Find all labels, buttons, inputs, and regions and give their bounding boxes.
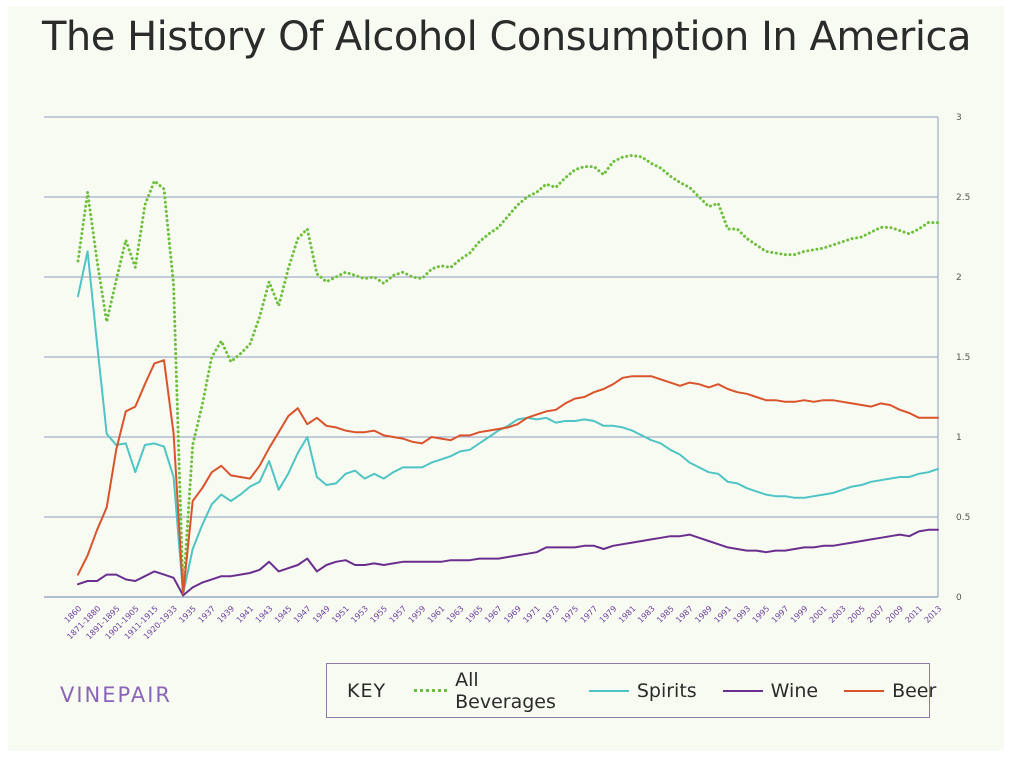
x-tick-label: 1987 — [674, 604, 695, 625]
legend-swatch-spirits — [588, 689, 629, 692]
legend-label-wine: Wine — [770, 679, 819, 702]
series-lines — [76, 153, 940, 597]
x-tick-label: 1947 — [292, 604, 313, 625]
x-tick-label: 1945 — [273, 604, 294, 625]
x-tick-label: 1963 — [445, 604, 466, 625]
x-tick-label: 1975 — [560, 604, 581, 625]
series-line-beer — [77, 359, 939, 595]
legend-item-all-beverages: All Beverages — [414, 669, 563, 713]
legend-item-beer: Beer — [844, 680, 936, 702]
x-tick-label: 1983 — [636, 604, 657, 625]
x-tick-label: 1969 — [502, 604, 523, 625]
x-tick-label: 1989 — [693, 604, 714, 625]
x-tick-label: 1995 — [751, 604, 772, 625]
x-tick-label: 1949 — [311, 604, 332, 625]
x-tick-label: 1981 — [617, 604, 638, 625]
x-axis-ticks: 18601871-18801891-18951901-19051911-1915… — [63, 604, 944, 641]
grid-lines — [44, 116, 939, 598]
vinepair-logo: VINEPAIR — [60, 683, 173, 707]
legend-label-all-beverages: All Beverages — [455, 668, 556, 713]
x-tick-label: 1951 — [330, 604, 351, 625]
y-tick-label: 1.5 — [956, 353, 970, 363]
legend: KEY All Beverages Spirits Wine Beer — [326, 663, 936, 718]
x-tick-label: 2001 — [808, 604, 829, 625]
x-tick-label: 2005 — [846, 604, 867, 625]
chart-title: The History Of Alcohol Consumption In Am… — [41, 14, 972, 60]
legend-key-label: KEY — [347, 679, 387, 702]
series-line-spirits — [77, 250, 939, 595]
y-tick-label: 2 — [956, 273, 962, 283]
x-tick-label: 1959 — [407, 604, 428, 625]
x-tick-label: 1965 — [464, 604, 485, 625]
x-tick-label: 1953 — [349, 604, 370, 625]
x-tick-label: 1957 — [388, 604, 409, 625]
legend-item-spirits: Spirits — [588, 679, 697, 702]
x-tick-label: 1941 — [235, 604, 256, 625]
series-line-wine — [77, 528, 939, 597]
y-tick-label: 0 — [956, 593, 962, 603]
x-tick-label: 1985 — [655, 604, 676, 625]
legend-swatch-wine — [722, 689, 763, 692]
y-tick-label: 3 — [956, 113, 962, 123]
x-tick-label: 1939 — [216, 604, 237, 625]
x-tick-label: 1973 — [540, 604, 561, 625]
legend-item-wine: Wine — [722, 679, 819, 702]
x-tick-label: 1935 — [177, 604, 198, 625]
x-tick-label: 2007 — [865, 604, 886, 625]
y-tick-label: 1 — [956, 433, 962, 443]
x-tick-label: 2009 — [884, 604, 905, 625]
x-tick-label: 1937 — [196, 604, 217, 625]
x-tick-label: 1979 — [598, 604, 619, 625]
series-line-all-beverages — [76, 153, 940, 596]
y-tick-label: 2.5 — [956, 193, 970, 203]
x-tick-label: 1993 — [732, 604, 753, 625]
x-tick-label: 1977 — [579, 604, 600, 625]
x-tick-label: 1999 — [789, 604, 810, 625]
x-tick-label: 1997 — [770, 604, 791, 625]
x-tick-label: 1971 — [521, 604, 542, 625]
y-axis-ticks: 0 0.5 1 1.5 2 2.5 3 — [956, 113, 970, 603]
legend-label-beer: Beer — [892, 679, 937, 702]
x-tick-label: 2003 — [827, 604, 848, 625]
x-tick-label: 1955 — [368, 604, 389, 625]
legend-label-spirits: Spirits — [636, 679, 697, 702]
x-tick-label: 1961 — [426, 604, 447, 625]
y-tick-label: 0.5 — [956, 513, 970, 523]
x-tick-label: 2013 — [923, 604, 944, 625]
chart-frame — [8, 6, 1004, 751]
x-tick-label: 1943 — [254, 604, 275, 625]
x-tick-label: 2011 — [904, 604, 925, 625]
x-tick-label: 1991 — [712, 604, 733, 625]
legend-swatch-all-beverages — [414, 689, 448, 692]
legend-swatch-beer — [844, 689, 885, 692]
x-tick-label: 1967 — [483, 604, 504, 625]
